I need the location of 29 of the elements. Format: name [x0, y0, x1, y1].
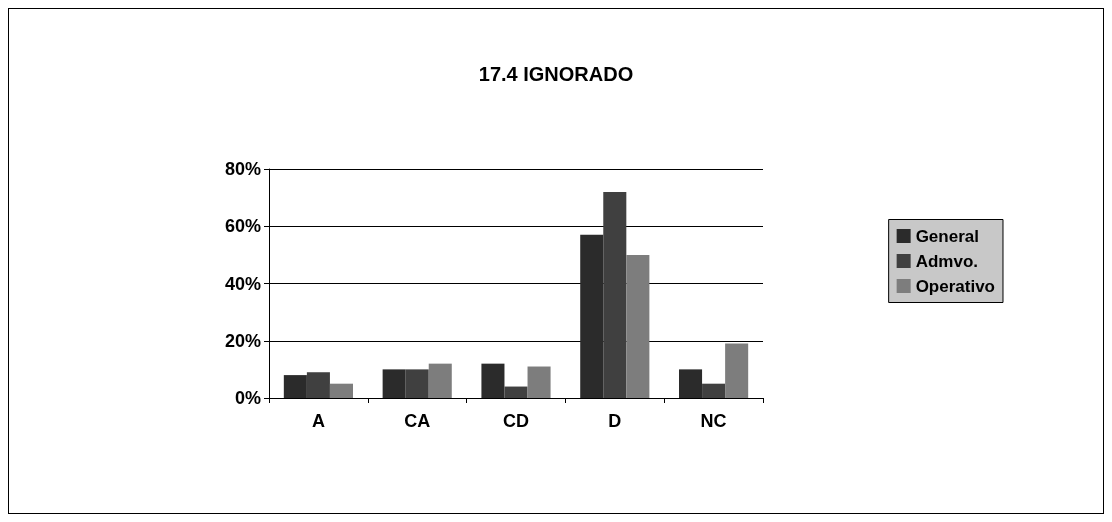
bar [405, 369, 429, 398]
bar [626, 254, 650, 398]
bar [428, 363, 452, 398]
x-tick-label: CA [404, 411, 431, 431]
bar [603, 191, 627, 398]
x-tick-label: D [608, 411, 622, 431]
bar [679, 369, 703, 398]
x-tick-label: CD [503, 411, 529, 431]
bar [306, 372, 330, 398]
y-tick-label: 40% [224, 273, 261, 294]
bar [382, 369, 406, 398]
legend-label: Admvo. [915, 251, 978, 271]
legend-label: General [915, 226, 979, 246]
y-tick-label: 0% [234, 388, 261, 408]
bar [504, 386, 528, 398]
y-tick-label: 20% [224, 330, 261, 351]
bar [283, 375, 307, 398]
bar [527, 366, 551, 398]
bar [329, 383, 353, 398]
x-tick-label: NC [700, 411, 727, 431]
y-tick-label: 80% [224, 159, 261, 179]
legend-label: Operativo [915, 276, 995, 296]
bar [580, 234, 604, 398]
x-tick-label: A [311, 411, 325, 431]
bar [702, 383, 726, 398]
bar [481, 363, 505, 398]
bar [725, 343, 749, 398]
y-tick-label: 60% [224, 216, 261, 237]
chart-title: 17.4 IGNORADO [478, 63, 634, 85]
